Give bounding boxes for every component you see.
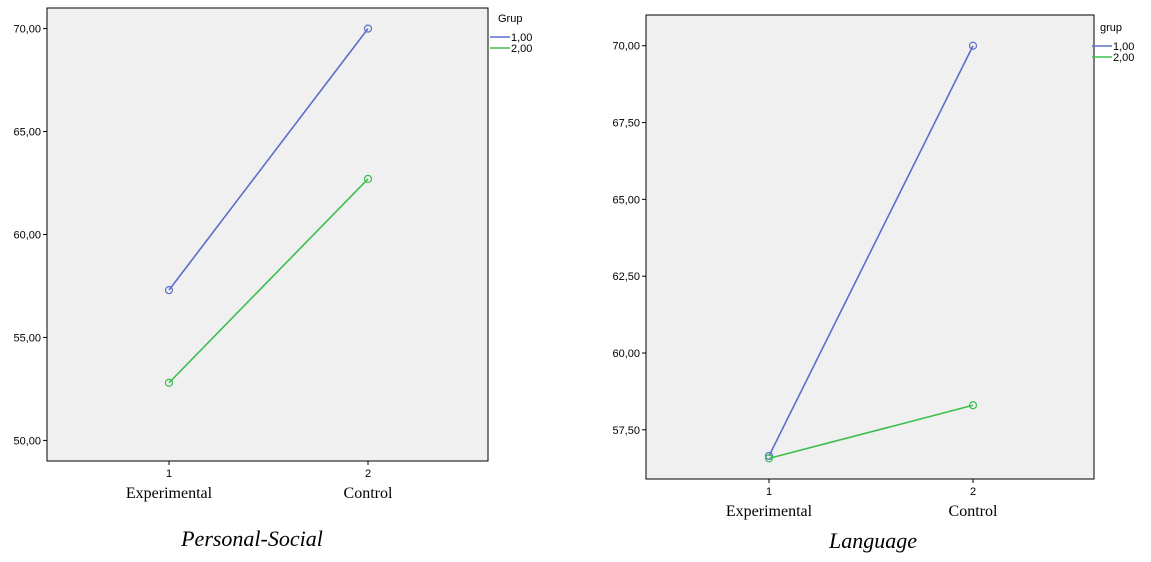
legend-label-2: 2,00 [1113,52,1134,64]
y-tick-label: 50,00 [13,435,41,447]
x-tick-label: 1 [166,468,172,480]
series-1-point [968,41,978,50]
chart-panel-1: 50,00 55,00 60,00 65,00 70,00 1 Experimental 2 C… [13,7,532,551]
x-tick-label: 1 [766,486,772,498]
series-line-2 [168,178,369,384]
series-line-2 [768,404,974,460]
plot-area [645,14,1095,480]
panel-title: Personal-Social [180,526,323,551]
y-tick-label: 67,50 [612,118,640,130]
x-tick-label: 2 [365,468,371,480]
chart-panel-2: 57,50 60,00 62,50 65,00 67,50 70,00 1 Experimen… [612,14,1134,553]
series-2-point [764,454,774,463]
y-tick-label: 70,00 [612,41,640,53]
y-tick-label: 62,50 [612,271,640,283]
y-tick-label: 55,00 [13,332,41,344]
series-1-point [164,285,174,295]
x-category-label: Control [949,503,998,520]
legend-label-2: 2,00 [511,43,532,55]
series-1-point [363,24,373,33]
legend-title: Grup [498,13,522,25]
series-2-point [164,378,174,387]
y-tick-label: 70,00 [13,24,41,36]
series-1-point [764,451,774,461]
y-tick-label: 57,50 [612,425,640,437]
legend-title: grup [1100,22,1122,34]
y-tick-label: 65,00 [13,127,41,139]
series-2-point [363,174,373,184]
y-tick-label: 60,00 [13,230,41,242]
series-line-1 [768,45,974,457]
series-line-1 [168,28,369,291]
x-category-label: Experimental [126,485,213,502]
legend-label-1: 1,00 [511,32,532,44]
legend-label-1: 1,00 [1113,41,1134,53]
y-tick-label: 60,00 [612,348,640,360]
plot-area [46,7,489,462]
series-2-point [968,401,978,410]
x-category-label: Experimental [726,503,813,520]
x-tick-label: 2 [970,486,976,498]
x-category-label: Control [344,485,393,502]
panel-title: Language [828,528,917,553]
y-tick-label: 65,00 [612,194,640,206]
